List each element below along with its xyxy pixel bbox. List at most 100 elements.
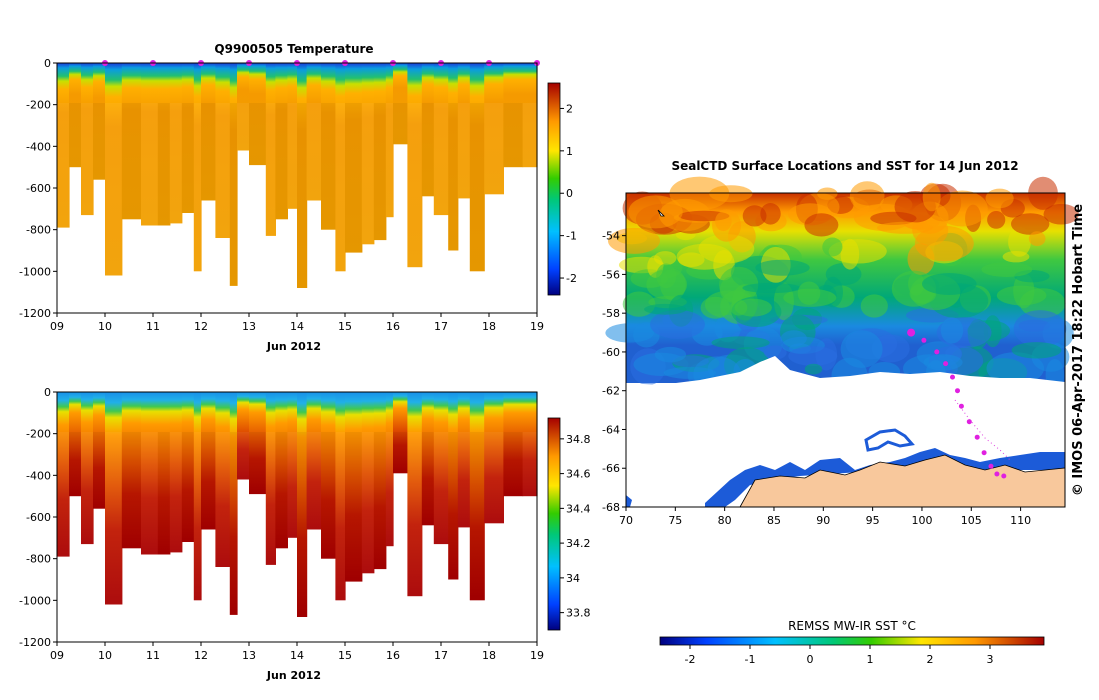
sst-patch bbox=[700, 296, 731, 319]
track-point bbox=[1001, 473, 1007, 479]
salinity-colorbar bbox=[547, 417, 561, 631]
sst-patch bbox=[678, 252, 705, 267]
profile-column bbox=[275, 63, 288, 220]
colorbar-tick-label: 34.6 bbox=[566, 468, 591, 481]
x-tick-label: 10 bbox=[98, 320, 112, 333]
sst-patch bbox=[698, 234, 755, 264]
profile-shade bbox=[484, 103, 504, 195]
colorbar-tick-label: -2 bbox=[566, 272, 577, 285]
x-tick-label: 14 bbox=[290, 649, 304, 662]
salinity-profiles bbox=[57, 392, 538, 617]
sst-colorbar-tick-label: -2 bbox=[685, 653, 696, 666]
track-point bbox=[907, 328, 916, 337]
profile-shade bbox=[229, 103, 238, 286]
profile-shade bbox=[69, 103, 82, 168]
salinity-colorbar-ticks: 33.8 34 34.2 34.4 34.6 34.8 bbox=[560, 433, 591, 620]
profile-column bbox=[457, 392, 471, 528]
profile-column bbox=[503, 392, 524, 497]
x-tick-label: 16 bbox=[386, 320, 400, 333]
profile-shade bbox=[141, 432, 159, 555]
sst-patch bbox=[876, 221, 933, 234]
profile-column bbox=[237, 63, 250, 151]
profile-column bbox=[373, 392, 387, 570]
sst-patch bbox=[644, 303, 687, 315]
profile-shade bbox=[457, 103, 471, 199]
profile-shade bbox=[287, 103, 298, 209]
profile-shade bbox=[407, 103, 423, 268]
colorbar-tick-label: 34 bbox=[566, 572, 580, 585]
sst-patch bbox=[840, 238, 860, 270]
sst-map-panel: SealCTD Surface Locations and SST for 14… bbox=[602, 159, 1086, 666]
sst-patch bbox=[804, 213, 839, 237]
profile-column bbox=[321, 63, 336, 230]
temperature-panel: Q9900505 Temperature 0 -200 -400 -600 -800 -1… bbox=[19, 42, 577, 353]
imos-credit: © IMOS 06-Apr-2017 18:22 Hobart Time bbox=[1071, 204, 1086, 496]
x-tick-label: 09 bbox=[50, 320, 64, 333]
track-point bbox=[943, 361, 949, 367]
profile-column bbox=[469, 392, 485, 601]
profile-column bbox=[157, 63, 171, 226]
profile-shade bbox=[448, 103, 459, 251]
profile-column bbox=[249, 392, 267, 495]
x-tick-label: 14 bbox=[290, 320, 304, 333]
sst-colorbar bbox=[659, 636, 1045, 646]
map-x-tick-label: 100 bbox=[911, 514, 932, 527]
profile-shade bbox=[522, 432, 538, 497]
profile-column bbox=[201, 392, 216, 530]
sst-patch bbox=[709, 185, 753, 203]
profile-column bbox=[407, 63, 423, 268]
sst-patch bbox=[996, 285, 1047, 306]
track-point bbox=[988, 463, 994, 469]
profile-shade bbox=[275, 432, 288, 549]
profile-shade bbox=[361, 432, 375, 574]
profile-column bbox=[181, 63, 195, 213]
x-tick-label: 16 bbox=[386, 649, 400, 662]
profile-shade bbox=[345, 103, 363, 253]
profile-column bbox=[287, 392, 298, 538]
profile-column bbox=[57, 392, 70, 557]
profile-shade bbox=[421, 432, 435, 526]
seal-track bbox=[907, 328, 1007, 479]
profile-column bbox=[469, 63, 485, 272]
temperature-colorbar-ticks: -2 -1 0 1 2 bbox=[560, 102, 577, 285]
sst-patch bbox=[986, 352, 1045, 385]
profile-column bbox=[484, 392, 504, 524]
sst-patch bbox=[1013, 310, 1067, 348]
seal-track-faint bbox=[954, 399, 1011, 461]
sst-patch bbox=[1010, 213, 1050, 235]
profile-column bbox=[57, 63, 70, 228]
map-y-tick-label: -66 bbox=[602, 462, 620, 475]
sst-colorbar-label: REMSS MW-IR SST °C bbox=[788, 619, 916, 633]
profile-shade bbox=[141, 103, 159, 226]
temperature-x-axis: 09 10 11 12 13 14 15 16 17 18 19 bbox=[50, 313, 544, 333]
y-tick-label: -1000 bbox=[19, 265, 51, 278]
colorbar-tick-label: 1 bbox=[566, 145, 573, 158]
profile-column bbox=[321, 392, 336, 559]
profile-column bbox=[229, 392, 238, 615]
profile-column bbox=[385, 63, 394, 218]
profile-column bbox=[484, 63, 504, 195]
sst-patch bbox=[922, 182, 941, 212]
sst-patch bbox=[742, 282, 801, 294]
y-tick-label: -1200 bbox=[19, 307, 51, 320]
profile-column bbox=[421, 63, 435, 197]
sst-patch bbox=[608, 227, 660, 254]
profile-shade bbox=[484, 432, 504, 524]
profile-column bbox=[345, 63, 363, 253]
antarctica-land bbox=[739, 454, 1066, 508]
sst-patch bbox=[981, 262, 1033, 277]
temperature-title: Q9900505 Temperature bbox=[214, 42, 373, 56]
profile-column bbox=[69, 392, 82, 497]
profile-shade bbox=[157, 432, 171, 555]
profile-shade bbox=[69, 432, 82, 497]
profile-shade bbox=[469, 432, 485, 601]
map-y-tick-label: -60 bbox=[602, 346, 620, 359]
profile-shade bbox=[237, 103, 250, 151]
map-y-tick-label: -64 bbox=[602, 423, 620, 436]
profile-column bbox=[421, 392, 435, 526]
profile-column bbox=[215, 63, 231, 238]
colorbar-tick-label: -1 bbox=[566, 230, 577, 243]
track-point bbox=[950, 374, 955, 380]
profile-shade bbox=[249, 432, 267, 495]
colorbar-tick-label: 0 bbox=[566, 187, 573, 200]
